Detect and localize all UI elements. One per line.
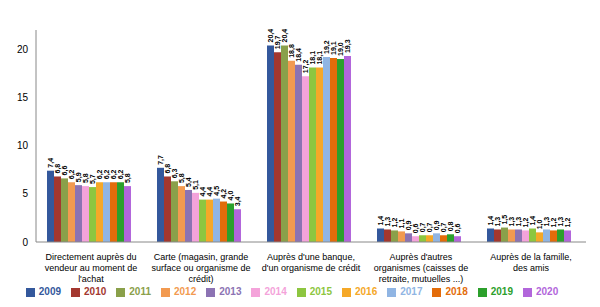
svg-text:Directement auprès duvendeur a: Directement auprès duvendeur au moment d… [45,252,138,284]
svg-text:18,8: 18,8 [288,44,295,58]
svg-text:1,2: 1,2 [522,217,529,228]
svg-text:1,3: 1,3 [494,216,501,227]
html-text:2010: 2010 [84,286,107,297]
html-text:2012: 2012 [174,286,197,297]
svg-text:0,9: 0,9 [405,220,412,231]
svg-text:7,4: 7,4 [47,158,54,168]
svg-text:18,1: 18,1 [316,51,323,65]
html-text:2016: 2016 [355,286,378,297]
svg-text:1,3: 1,3 [557,216,564,227]
svg-text:Auprès de la famille,des amis: Auprès de la famille,des amis [490,252,572,273]
svg-text:6,8: 6,8 [54,163,61,174]
svg-text:1,3: 1,3 [384,216,391,227]
svg-text:1,1: 1,1 [398,218,405,229]
svg-text:19,7: 19,7 [274,35,281,50]
svg-text:Carte (magasin, grandesurface: Carte (magasin, grandesurface ou organis… [151,252,250,284]
svg-text:5,1: 5,1 [192,180,199,190]
svg-text:5,8: 5,8 [178,173,185,184]
svg-text:19,1: 19,1 [330,41,337,55]
svg-text:Auprès d'une banque,d'un organ: Auprès d'une banque,d'un organisme de cr… [262,252,361,273]
svg-text:5,7: 5,7 [89,174,96,185]
html-text:2015: 2015 [309,286,332,297]
svg-text:6,8: 6,8 [164,163,171,174]
html-text:2014: 2014 [264,286,287,297]
svg-text:6,2: 6,2 [110,169,117,180]
svg-text:4,4: 4,4 [206,186,213,197]
svg-text:18,1: 18,1 [309,51,316,65]
svg-text:3,4: 3,4 [234,196,242,206]
svg-text:0,7: 0,7 [440,222,447,233]
svg-text:7,7: 7,7 [157,155,165,165]
svg-text:6,2: 6,2 [96,169,103,180]
svg-text:4,0: 4,0 [227,190,234,201]
svg-text:1,3: 1,3 [508,216,515,227]
svg-text:1,0: 1,0 [536,219,543,230]
svg-text:1,5: 1,5 [501,214,508,225]
svg-text:0: 0 [22,237,28,248]
html-text:2019: 2019 [490,286,513,297]
svg-text:6,6: 6,6 [61,165,68,176]
svg-text:19,3: 19,3 [344,39,352,53]
svg-text:5: 5 [22,188,28,199]
svg-text:10: 10 [17,140,29,151]
svg-text:6,2: 6,2 [103,169,110,180]
svg-text:1,4: 1,4 [487,215,494,226]
svg-text:6,3: 6,3 [171,168,178,179]
svg-text:20,4: 20,4 [281,29,289,43]
svg-text:20: 20 [17,44,29,55]
html-text:2011: 2011 [129,286,151,297]
svg-text:4,2: 4,2 [220,188,227,199]
svg-text:0,7: 0,7 [419,222,426,233]
svg-text:18,4: 18,4 [295,48,302,62]
svg-text:4,4: 4,4 [199,186,206,197]
svg-text:1,4: 1,4 [377,215,384,226]
svg-text:17,2: 17,2 [302,59,309,74]
svg-text:19,2: 19,2 [323,40,330,54]
svg-text:0,9: 0,9 [433,220,440,231]
svg-text:5,8: 5,8 [124,173,132,183]
svg-text:1,4: 1,4 [529,215,536,226]
html-text:2017: 2017 [400,286,423,297]
svg-text:6,2: 6,2 [117,169,124,180]
svg-text:0,6: 0,6 [412,223,419,234]
svg-text:19,0: 19,0 [337,42,344,56]
svg-text:0,6: 0,6 [454,223,462,233]
svg-text:20,4: 20,4 [267,28,274,43]
svg-text:1,2: 1,2 [564,218,572,228]
svg-text:Auprès d'autresorganismes (cai: Auprès d'autresorganismes (caisses deret… [374,252,469,284]
svg-text:15: 15 [17,92,29,103]
svg-text:5,8: 5,8 [82,173,89,184]
html-text:2009: 2009 [38,286,61,297]
html-text:2020: 2020 [536,286,559,297]
svg-text:1,3: 1,3 [515,216,522,227]
html-text:2013: 2013 [219,286,242,297]
svg-text:5,4: 5,4 [185,177,192,187]
svg-text:5,9: 5,9 [75,172,82,183]
svg-text:0,7: 0,7 [426,222,433,233]
svg-text:1,2: 1,2 [391,217,398,228]
html-text:2018: 2018 [445,286,468,297]
svg-text:1,3: 1,3 [543,216,550,227]
svg-text:6,2: 6,2 [68,169,75,180]
svg-text:0,8: 0,8 [447,221,454,232]
svg-text:4,5: 4,5 [213,185,220,196]
svg-text:1,2: 1,2 [550,217,557,228]
